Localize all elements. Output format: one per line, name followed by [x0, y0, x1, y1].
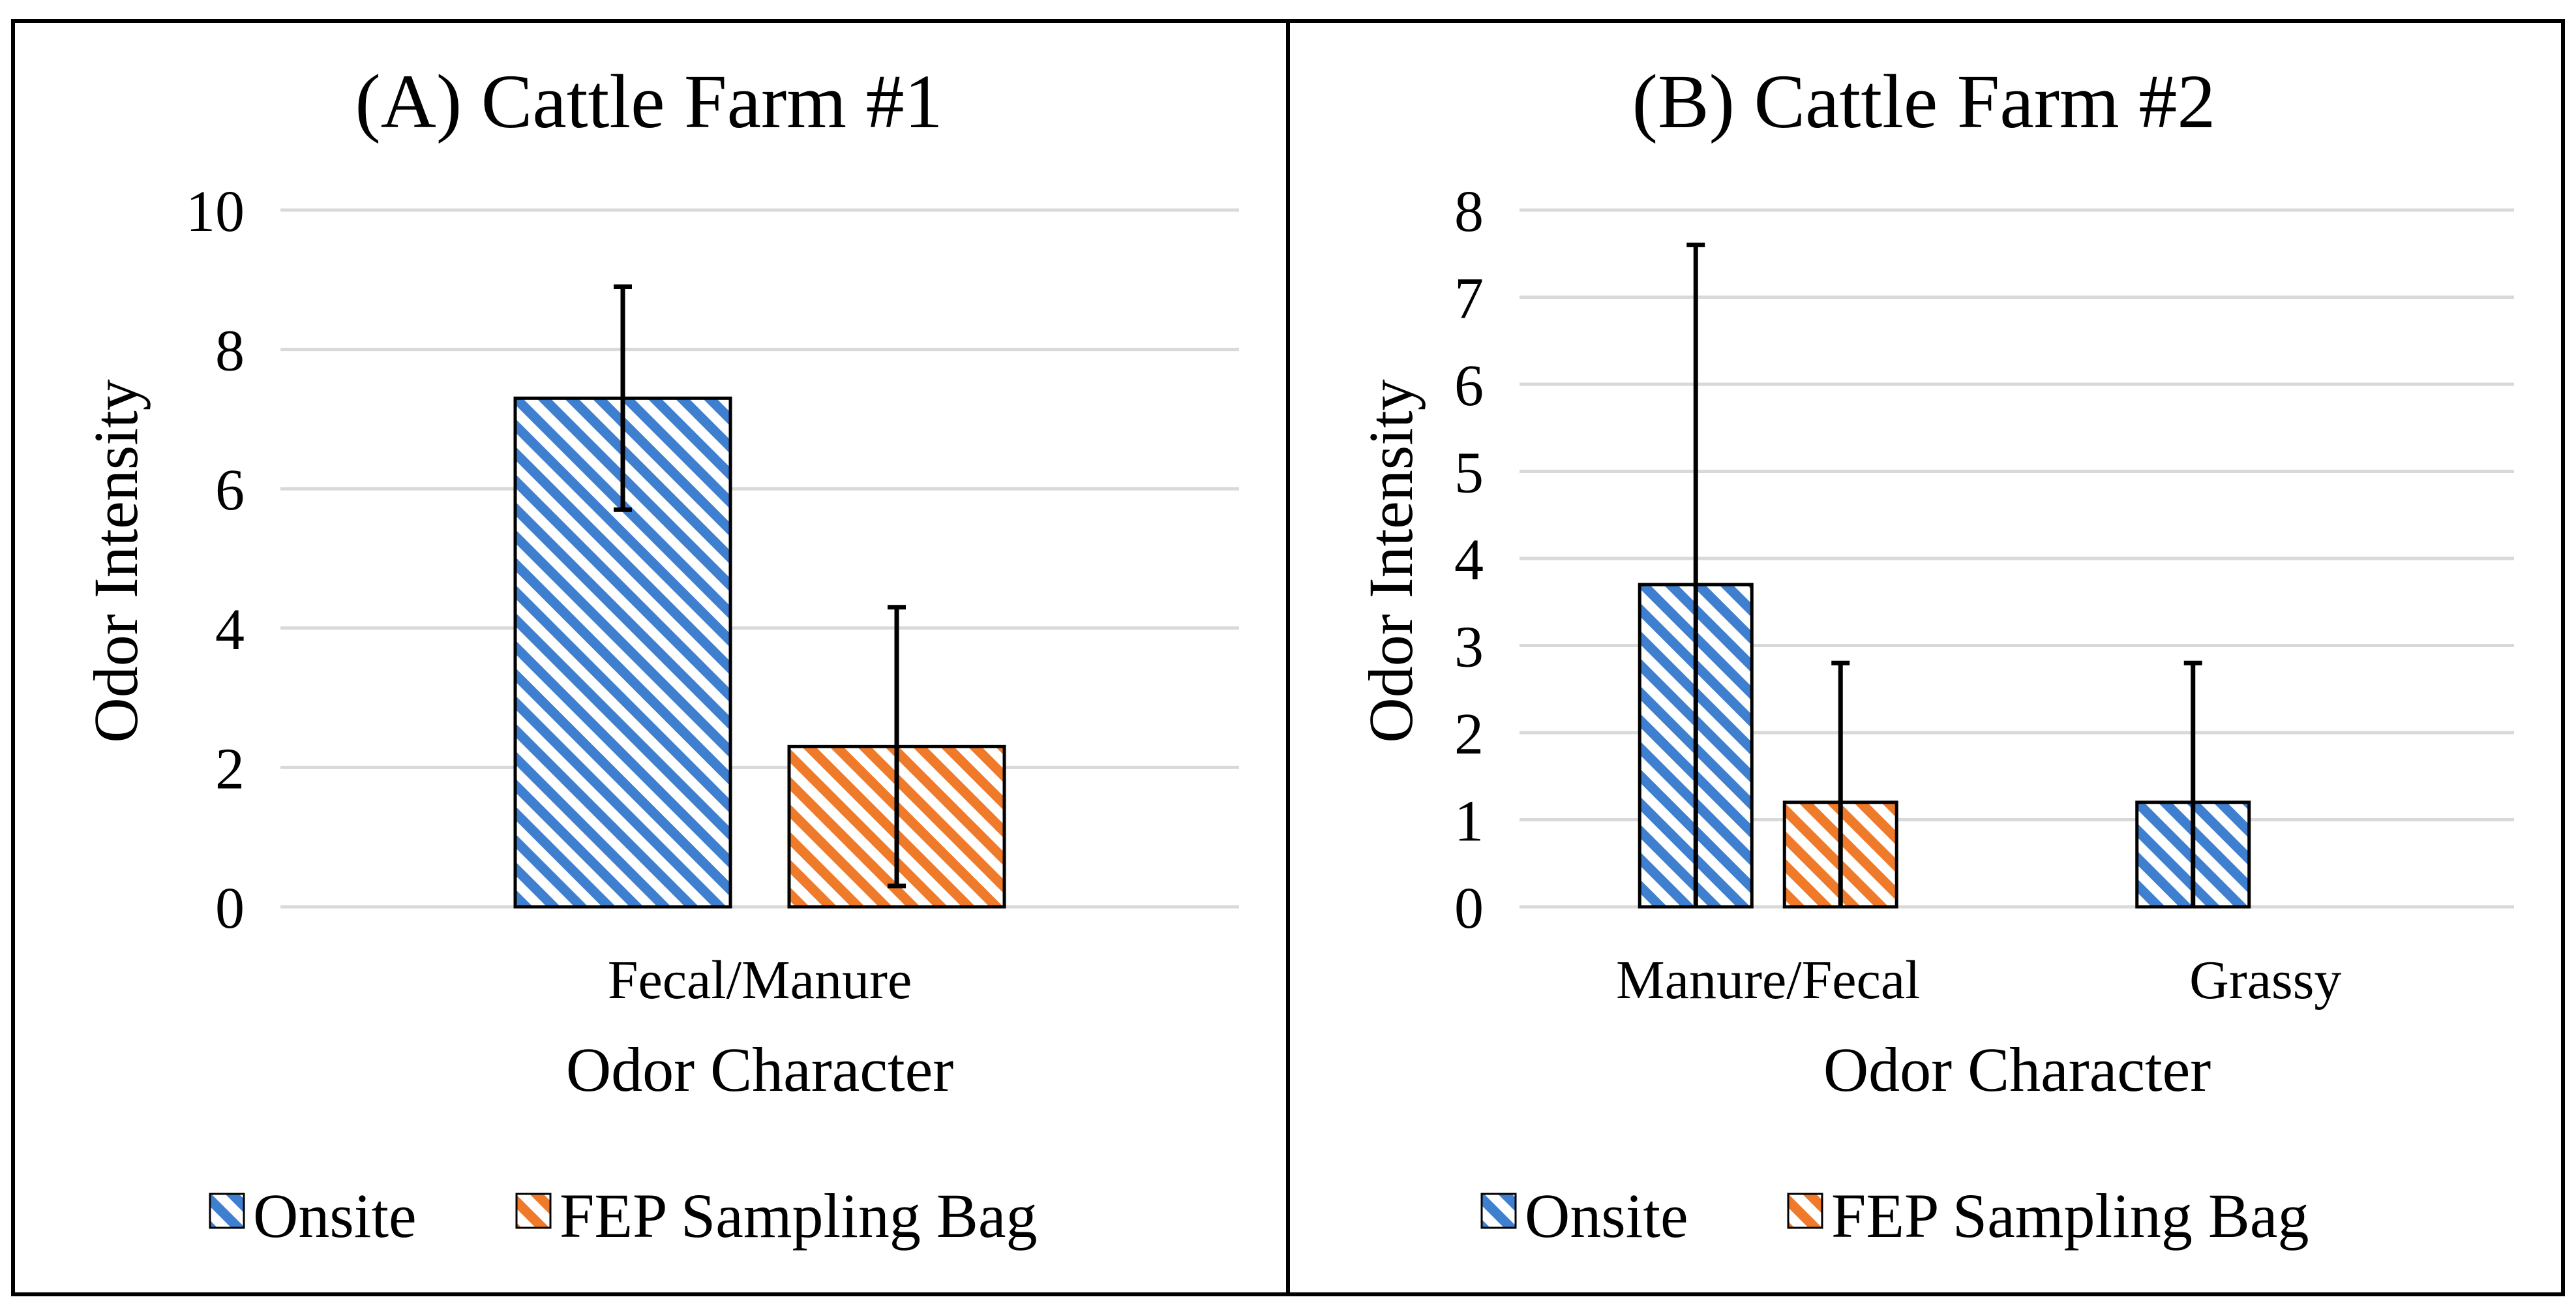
panel-a-legend-bag-label: FEP Sampling Bag: [560, 1181, 1038, 1251]
panel-a-x-tick-label: Fecal/Manure: [608, 950, 912, 1011]
panel-a-title: (A) Cattle Farm #1: [355, 59, 942, 144]
panel-b-title: (B) Cattle Farm #2: [1632, 59, 2216, 144]
panel-b-y-tick-label: 1: [1454, 789, 1484, 854]
panel-b: (B) Cattle Farm #2 0 1 2 3 4 5 6 7 8 Manure/Feca…: [1356, 59, 2514, 1251]
panel-b-y-axis-label: Odor Intensity: [1356, 379, 1426, 742]
panel-a-y-tick-label: 2: [215, 737, 245, 801]
panel-a-x-axis-label: Odor Character: [566, 1035, 953, 1104]
panel-b-y-tick-label: 2: [1454, 702, 1484, 767]
panel-b-x-tick-label: Manure/Fecal: [1616, 950, 1920, 1011]
panel-a-x-ticks: Fecal/Manure: [608, 950, 912, 1011]
panel-a-y-tick-label: 4: [215, 598, 245, 662]
panel-b-legend-bag-swatch: [1787, 1193, 1823, 1229]
panel-a-error-bar-bag-0: [888, 605, 906, 889]
panel-a-legend: Onsite FEP Sampling Bag: [209, 1181, 1038, 1251]
panel-b-x-tick-label: Grassy: [2189, 950, 2341, 1011]
panel-b-error-bar-onsite-1: [2183, 660, 2202, 907]
panel-b-legend-onsite-label: Onsite: [1525, 1181, 1688, 1251]
panel-b-error-bar-onsite-0: [1686, 242, 1705, 907]
panel-b-bars: [1638, 242, 2251, 909]
panel-b-y-tick-label: 5: [1454, 441, 1484, 506]
panel-a-y-tick-label: 8: [215, 319, 245, 384]
panel-a-y-tick-label: 0: [215, 876, 245, 941]
panel-b-legend: Onsite FEP Sampling Bag: [1480, 1181, 2309, 1251]
panel-b-y-tick-label: 3: [1454, 615, 1484, 680]
panel-a-y-tick-label: 10: [186, 179, 245, 244]
panel-a-legend-onsite-swatch: [209, 1193, 245, 1229]
panel-a-legend-bag-swatch: [515, 1193, 552, 1229]
panel-a-y-axis-label: Odor Intensity: [81, 379, 151, 742]
panel-b-y-tick-label: 7: [1454, 267, 1484, 331]
panel-a-bars: [513, 284, 1006, 909]
panel-b-x-axis-label: Odor Character: [1823, 1035, 2211, 1104]
panel-b-y-ticks: 0 1 2 3 4 5 6 7 8: [1454, 179, 1484, 941]
panel-b-legend-onsite-swatch: [1480, 1193, 1517, 1229]
panel-b-legend-bag-label: FEP Sampling Bag: [1831, 1181, 2309, 1251]
panel-a-error-bar-onsite-0: [614, 284, 632, 512]
panel-b-y-tick-label: 4: [1454, 528, 1484, 592]
panel-b-y-tick-label: 6: [1454, 354, 1484, 418]
panel-b-x-ticks: Manure/Fecal Grassy: [1616, 950, 2341, 1011]
panel-a-y-ticks: 0 2 4 6 8 10: [186, 179, 245, 941]
panel-a-y-tick-label: 6: [215, 458, 245, 523]
panel-a-legend-onsite-label: Onsite: [253, 1181, 417, 1251]
panel-b-y-tick-label: 0: [1454, 876, 1484, 941]
panel-b-y-tick-label: 8: [1454, 179, 1484, 244]
panel-b-error-bar-bag-0: [1831, 660, 1850, 907]
panel-a-gridlines: [280, 208, 1239, 909]
